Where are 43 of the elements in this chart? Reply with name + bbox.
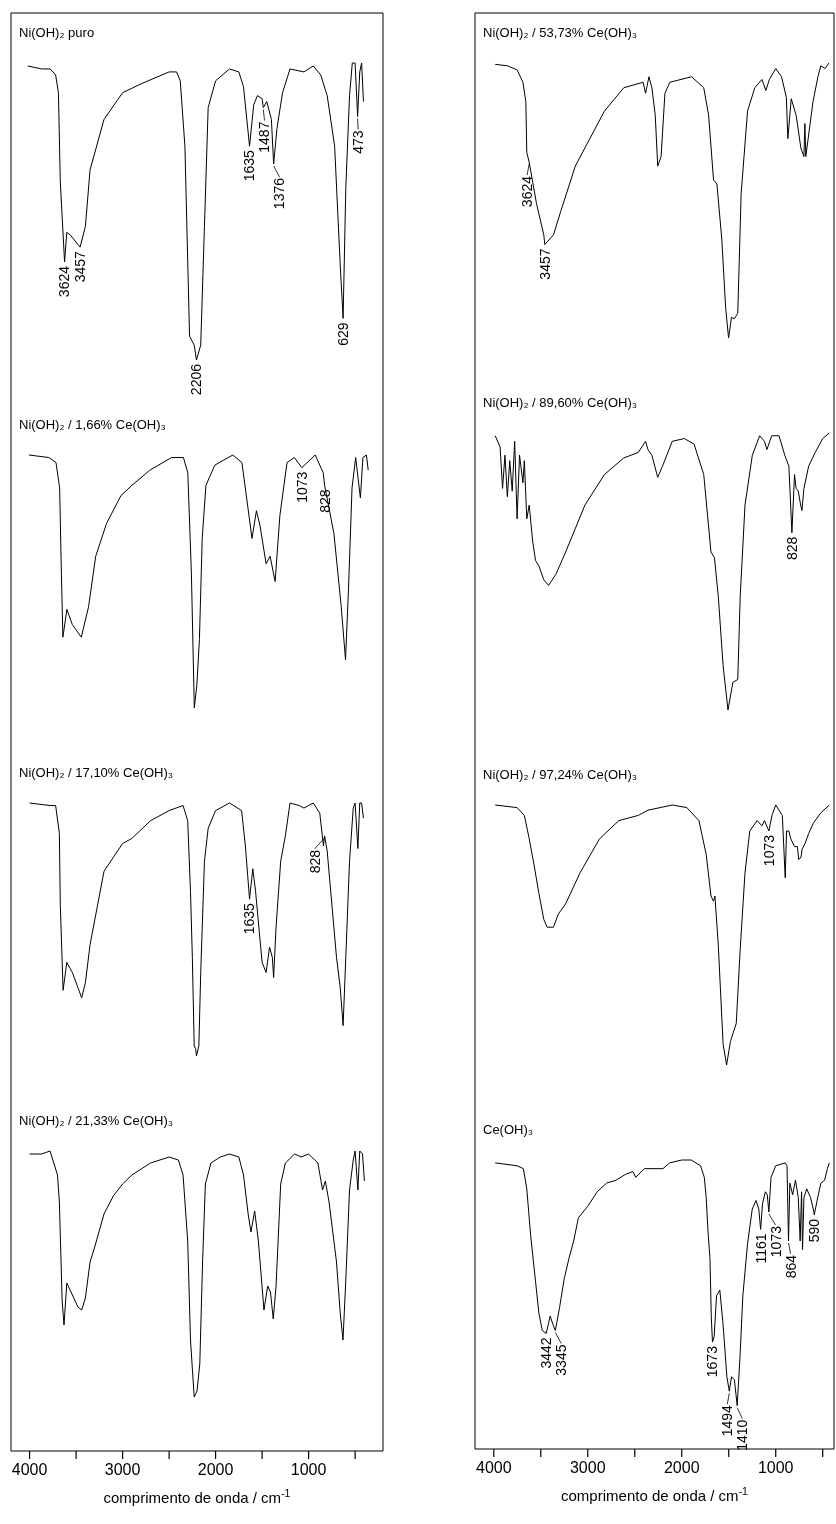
annotation: 1635 [241,902,258,935]
x-axis-title: comprimento de onda / cm$^{-1}$ [103,1487,291,1506]
chart-title: Ni(OH)₂ / 1,66% Ce(OH)₃ [19,417,166,432]
x-axis-title: comprimento de onda / cm$^{-1}$ [561,1485,749,1504]
chart-title: Ni(OH)₂ / 89,60% Ce(OH)₃ [483,395,638,410]
annotation: 3624 [519,175,536,208]
x-tick-label: 1000 [290,1461,327,1478]
annotation: 473 [350,130,366,154]
x-tick-label: 1000 [757,1459,794,1476]
annotation: 590 [806,1218,823,1243]
chart-title: Ni(OH)₂ / 53,73% Ce(OH)₃ [483,25,638,40]
x-tick-label: 4000 [11,1461,48,1478]
annotation: 1073 [293,471,310,503]
annotation: 1376 [271,177,288,210]
x-tick-label: 3000 [569,1459,606,1476]
x-tick-label: 2000 [197,1461,234,1478]
chart-title: Ce(OH)₃ [483,1122,534,1137]
annotation: 1410 [734,1419,751,1451]
annotation: 3624 [56,265,73,298]
annotation: 1635 [241,149,258,182]
annotation: 828 [316,489,333,513]
annotation: 3457 [72,250,88,283]
x-tick-label: 4000 [476,1459,512,1476]
annotation: 828 [306,849,323,874]
x-tick-label: 3000 [104,1461,141,1478]
annotation: 1673 [704,1345,721,1378]
annotation: 629 [335,322,351,346]
chart-title: Ni(OH)₂ puro [19,25,95,40]
annotation: 1073 [760,834,777,867]
annotation: 1487 [256,121,273,153]
chart-title: Ni(OH)₂ / 17,10% Ce(OH)₃ [19,765,174,780]
annotation: 864 [782,1254,799,1279]
annotation: 828 [783,536,800,561]
chart-title: Ni(OH)₂ / 97,24% Ce(OH)₃ [483,767,638,782]
annotation: 3457 [536,248,553,280]
annotation: 1073 [767,1225,784,1258]
annotation: 1494 [719,1405,736,1437]
annotation: 3345 [553,1344,570,1376]
annotation: 2206 [188,363,205,396]
chart-title: Ni(OH)₂ / 21,33% Ce(OH)₃ [19,1113,174,1128]
x-tick-label: 2000 [663,1459,700,1476]
annotation: 3442 [538,1337,555,1369]
annotation: 1161 [752,1233,769,1264]
